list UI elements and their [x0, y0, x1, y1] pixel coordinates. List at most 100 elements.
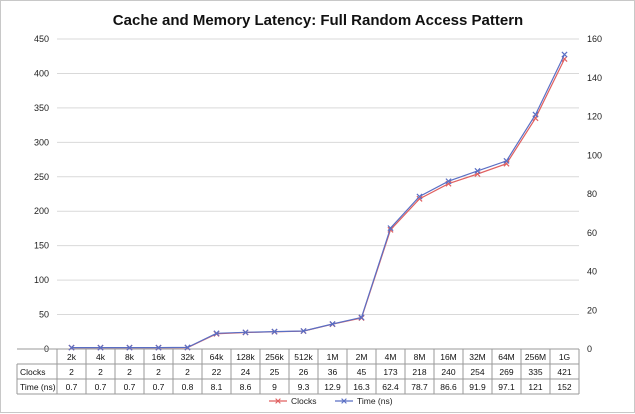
- category-label: 4k: [96, 352, 106, 362]
- series-marker-1: [561, 51, 568, 58]
- y-right-tick-label: 140: [587, 73, 602, 83]
- series-marker-1: [532, 111, 539, 118]
- category-label: 1G: [559, 352, 570, 362]
- series-marker-1: [445, 178, 452, 185]
- series-marker-1: [329, 320, 336, 328]
- series-marker-0: [416, 195, 423, 202]
- table-cell: 78.7: [411, 382, 428, 392]
- y-right-tick-label: 40: [587, 267, 597, 277]
- y-right-tick-label: 60: [587, 228, 597, 238]
- category-label: 16M: [440, 352, 457, 362]
- table-cell: 2: [98, 367, 103, 377]
- table-cell: 2: [156, 367, 161, 377]
- legend-marker-0: [275, 398, 281, 404]
- series-marker-1: [155, 344, 162, 351]
- series-marker-1: [184, 344, 191, 351]
- table-cell: 335: [528, 367, 542, 377]
- table-cell: 0.7: [66, 382, 78, 392]
- table-cell: 8.6: [240, 382, 252, 392]
- table-cell: 2: [127, 367, 132, 377]
- category-label: 32k: [181, 352, 195, 362]
- y-left-tick-label: 100: [34, 275, 49, 285]
- table-cell: 97.1: [498, 382, 515, 392]
- category-label: 16k: [152, 352, 166, 362]
- series-marker-1: [474, 167, 481, 174]
- y-left-tick-label: 250: [34, 172, 49, 182]
- series-marker-1: [213, 330, 220, 337]
- table-cell: 269: [499, 367, 513, 377]
- series-marker-1: [242, 329, 249, 336]
- series-marker-1: [271, 328, 278, 335]
- series-marker-1: [387, 225, 394, 232]
- table-cell: 24: [241, 367, 251, 377]
- category-label: 512k: [294, 352, 313, 362]
- table-cell: 45: [357, 367, 367, 377]
- table-cell: 16.3: [353, 382, 370, 392]
- y-right-tick-label: 120: [587, 112, 602, 122]
- legend-label: Time (ns): [357, 396, 393, 406]
- category-label: 256k: [265, 352, 284, 362]
- table-cell: 26: [299, 367, 309, 377]
- category-label: 128k: [236, 352, 255, 362]
- y-right-tick-label: 0: [587, 344, 592, 354]
- table-cell: 240: [441, 367, 455, 377]
- table-cell: 0.8: [182, 382, 194, 392]
- chart-title: Cache and Memory Latency: Full Random Ac…: [113, 12, 523, 29]
- y-right-tick-label: 160: [587, 34, 602, 44]
- table-cell: 91.9: [469, 382, 486, 392]
- table-cell: 0.7: [95, 382, 107, 392]
- table-cell: 218: [412, 367, 426, 377]
- y-left-tick-label: 200: [34, 206, 49, 216]
- series-line-0: [71, 58, 566, 349]
- y-right-tick-label: 100: [587, 150, 602, 160]
- y-left-tick-label: 400: [34, 68, 49, 78]
- series-marker-1: [503, 157, 510, 164]
- category-label: 32M: [469, 352, 486, 362]
- category-label: 64k: [210, 352, 224, 362]
- y-left-tick-label: 350: [34, 103, 49, 113]
- table-cell: 62.4: [382, 382, 399, 392]
- table-cell: 2: [69, 367, 74, 377]
- category-label: 8M: [414, 352, 426, 362]
- table-cell: 86.6: [440, 382, 457, 392]
- series-line-1: [71, 54, 566, 349]
- table-cell: 22: [212, 367, 222, 377]
- y-right-tick-label: 20: [587, 305, 597, 315]
- table-cell: 173: [383, 367, 397, 377]
- category-label: 4M: [385, 352, 397, 362]
- table-cell: 9: [272, 382, 277, 392]
- series-marker-1: [97, 344, 104, 351]
- table-cell: 0.7: [124, 382, 136, 392]
- table-cell: 421: [557, 367, 571, 377]
- category-label: 1M: [327, 352, 339, 362]
- category-label: 64M: [498, 352, 515, 362]
- table-cell: 36: [328, 367, 338, 377]
- category-label: 2M: [356, 352, 368, 362]
- y-left-tick-label: 300: [34, 137, 49, 147]
- table-cell: 152: [557, 382, 571, 392]
- table-cell: 2: [185, 367, 190, 377]
- table-row-label: Clocks: [20, 367, 46, 377]
- series-marker-1: [126, 344, 133, 351]
- table-cell: 12.9: [324, 382, 341, 392]
- table-cell: 25: [270, 367, 280, 377]
- series-marker-1: [358, 314, 365, 321]
- table-cell: 0.7: [153, 382, 165, 392]
- table-cell: 9.3: [298, 382, 310, 392]
- y-right-tick-label: 80: [587, 189, 597, 199]
- category-label: 2k: [67, 352, 77, 362]
- series-marker-1: [416, 193, 423, 200]
- table-cell: 121: [528, 382, 542, 392]
- y-left-tick-label: 50: [39, 310, 49, 320]
- category-label: 8k: [125, 352, 135, 362]
- table-cell: 254: [470, 367, 484, 377]
- legend-marker-1: [341, 398, 347, 404]
- table-cell: 8.1: [211, 382, 223, 392]
- y-left-tick-label: 150: [34, 241, 49, 251]
- series-marker-1: [300, 327, 307, 335]
- category-label: 256M: [525, 352, 546, 362]
- series-marker-1: [68, 344, 75, 351]
- legend-label: Clocks: [291, 396, 317, 406]
